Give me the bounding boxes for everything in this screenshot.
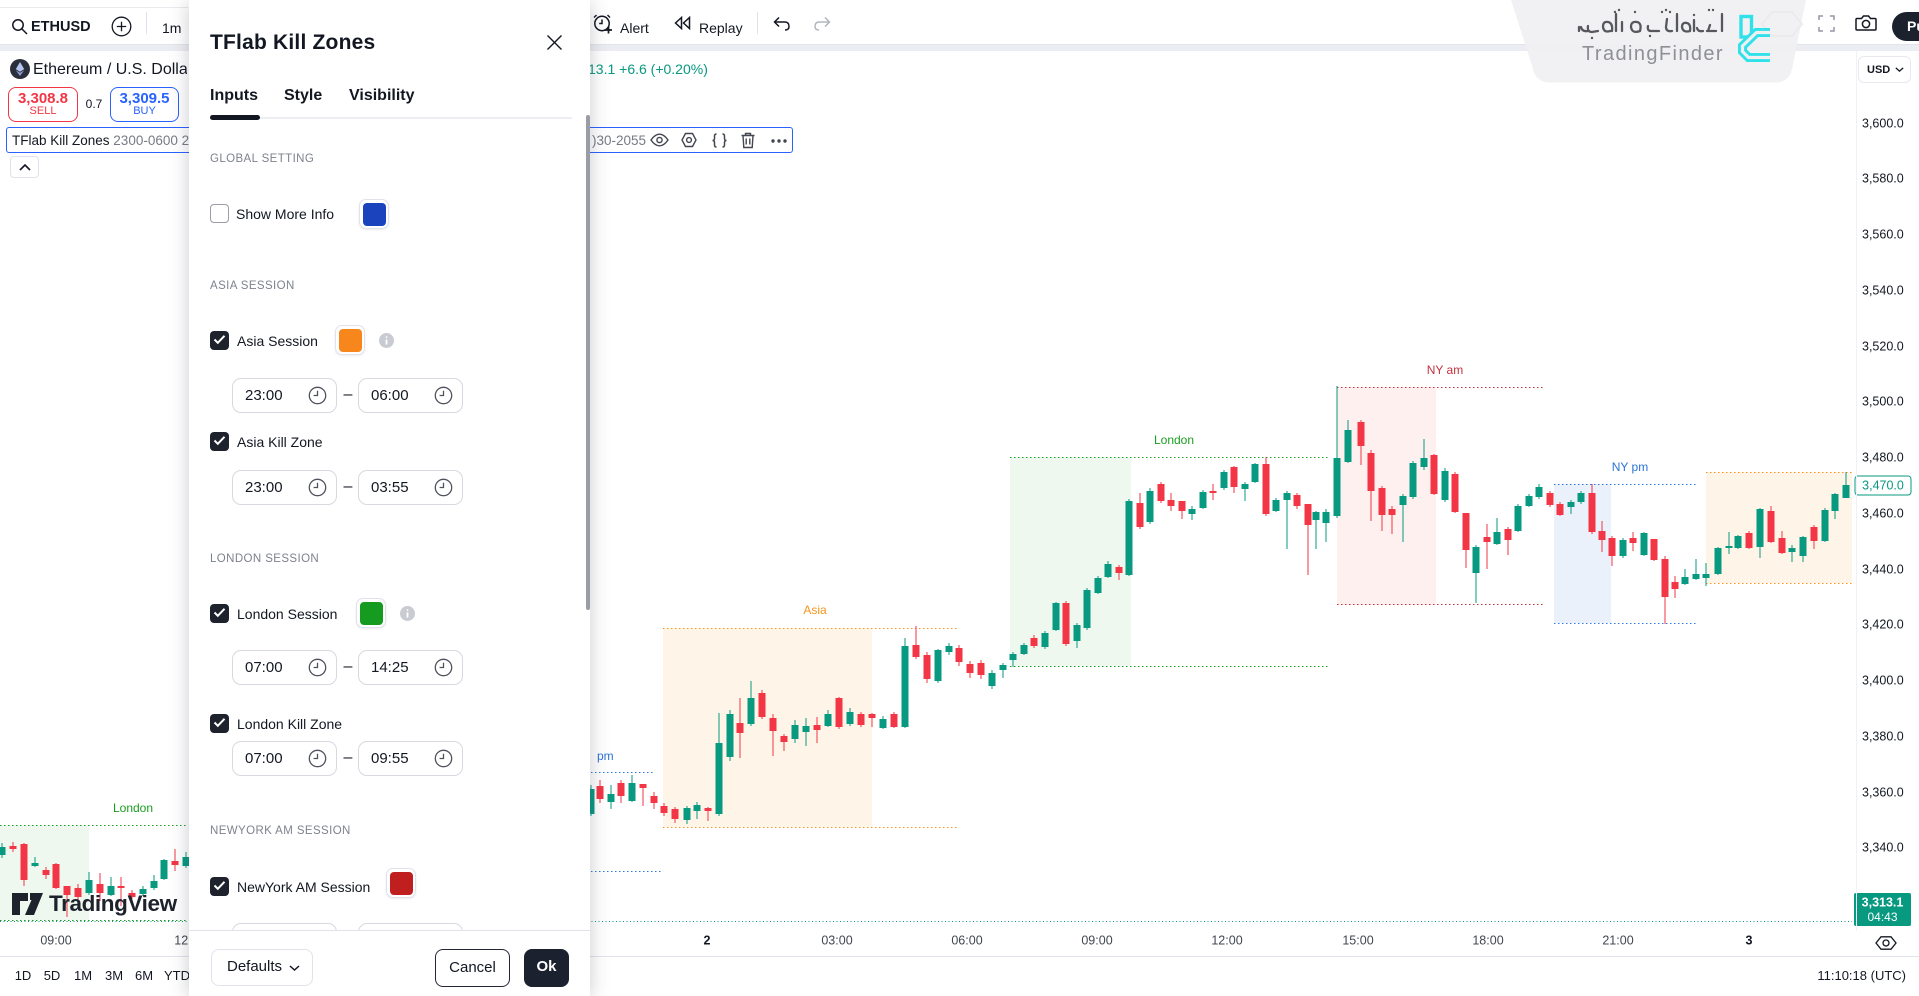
svg-text:12:: 12: xyxy=(174,934,191,948)
svg-text:3,360.0: 3,360.0 xyxy=(1862,786,1904,800)
svg-text:15:00: 15:00 xyxy=(1342,934,1373,948)
svg-text:3,420.0: 3,420.0 xyxy=(1862,618,1904,632)
svg-text:3,540.0: 3,540.0 xyxy=(1862,284,1904,298)
svg-text:3,470.0: 3,470.0 xyxy=(1862,479,1904,493)
svg-text:3: 3 xyxy=(1746,934,1753,948)
svg-text:3,600.0: 3,600.0 xyxy=(1862,117,1904,131)
svg-text:3,580.0: 3,580.0 xyxy=(1862,172,1904,186)
svg-text:3,520.0: 3,520.0 xyxy=(1862,340,1904,354)
svg-text:3,313.1: 3,313.1 xyxy=(1862,896,1904,910)
svg-text:04:43: 04:43 xyxy=(1867,910,1897,924)
svg-text:2: 2 xyxy=(704,934,711,948)
svg-text:18:00: 18:00 xyxy=(1472,934,1503,948)
svg-text:3,460.0: 3,460.0 xyxy=(1862,507,1904,521)
svg-text:London: London xyxy=(113,801,153,815)
svg-text:3,440.0: 3,440.0 xyxy=(1862,563,1904,577)
svg-text:3,400.0: 3,400.0 xyxy=(1862,674,1904,688)
svg-text:TradingView: TradingView xyxy=(49,891,178,916)
svg-text:3,480.0: 3,480.0 xyxy=(1862,451,1904,465)
svg-text:3,500.0: 3,500.0 xyxy=(1862,395,1904,409)
svg-text:NY am: NY am xyxy=(1427,363,1463,377)
svg-text:London: London xyxy=(1154,433,1194,447)
svg-text:pm: pm xyxy=(597,749,614,763)
svg-text:09:00: 09:00 xyxy=(1081,934,1112,948)
svg-text:03:00: 03:00 xyxy=(821,934,852,948)
svg-text:12:00: 12:00 xyxy=(1211,934,1242,948)
svg-text:TradingFinder: TradingFinder xyxy=(1582,43,1724,65)
svg-text:Asia: Asia xyxy=(803,603,827,617)
svg-text:3,340.0: 3,340.0 xyxy=(1862,841,1904,855)
svg-text:NY pm: NY pm xyxy=(1612,460,1648,474)
svg-text:09:00: 09:00 xyxy=(40,934,71,948)
svg-text:21:00: 21:00 xyxy=(1602,934,1633,948)
svg-text:06:00: 06:00 xyxy=(951,934,982,948)
svg-text:3,380.0: 3,380.0 xyxy=(1862,730,1904,744)
svg-text:3,560.0: 3,560.0 xyxy=(1862,228,1904,242)
